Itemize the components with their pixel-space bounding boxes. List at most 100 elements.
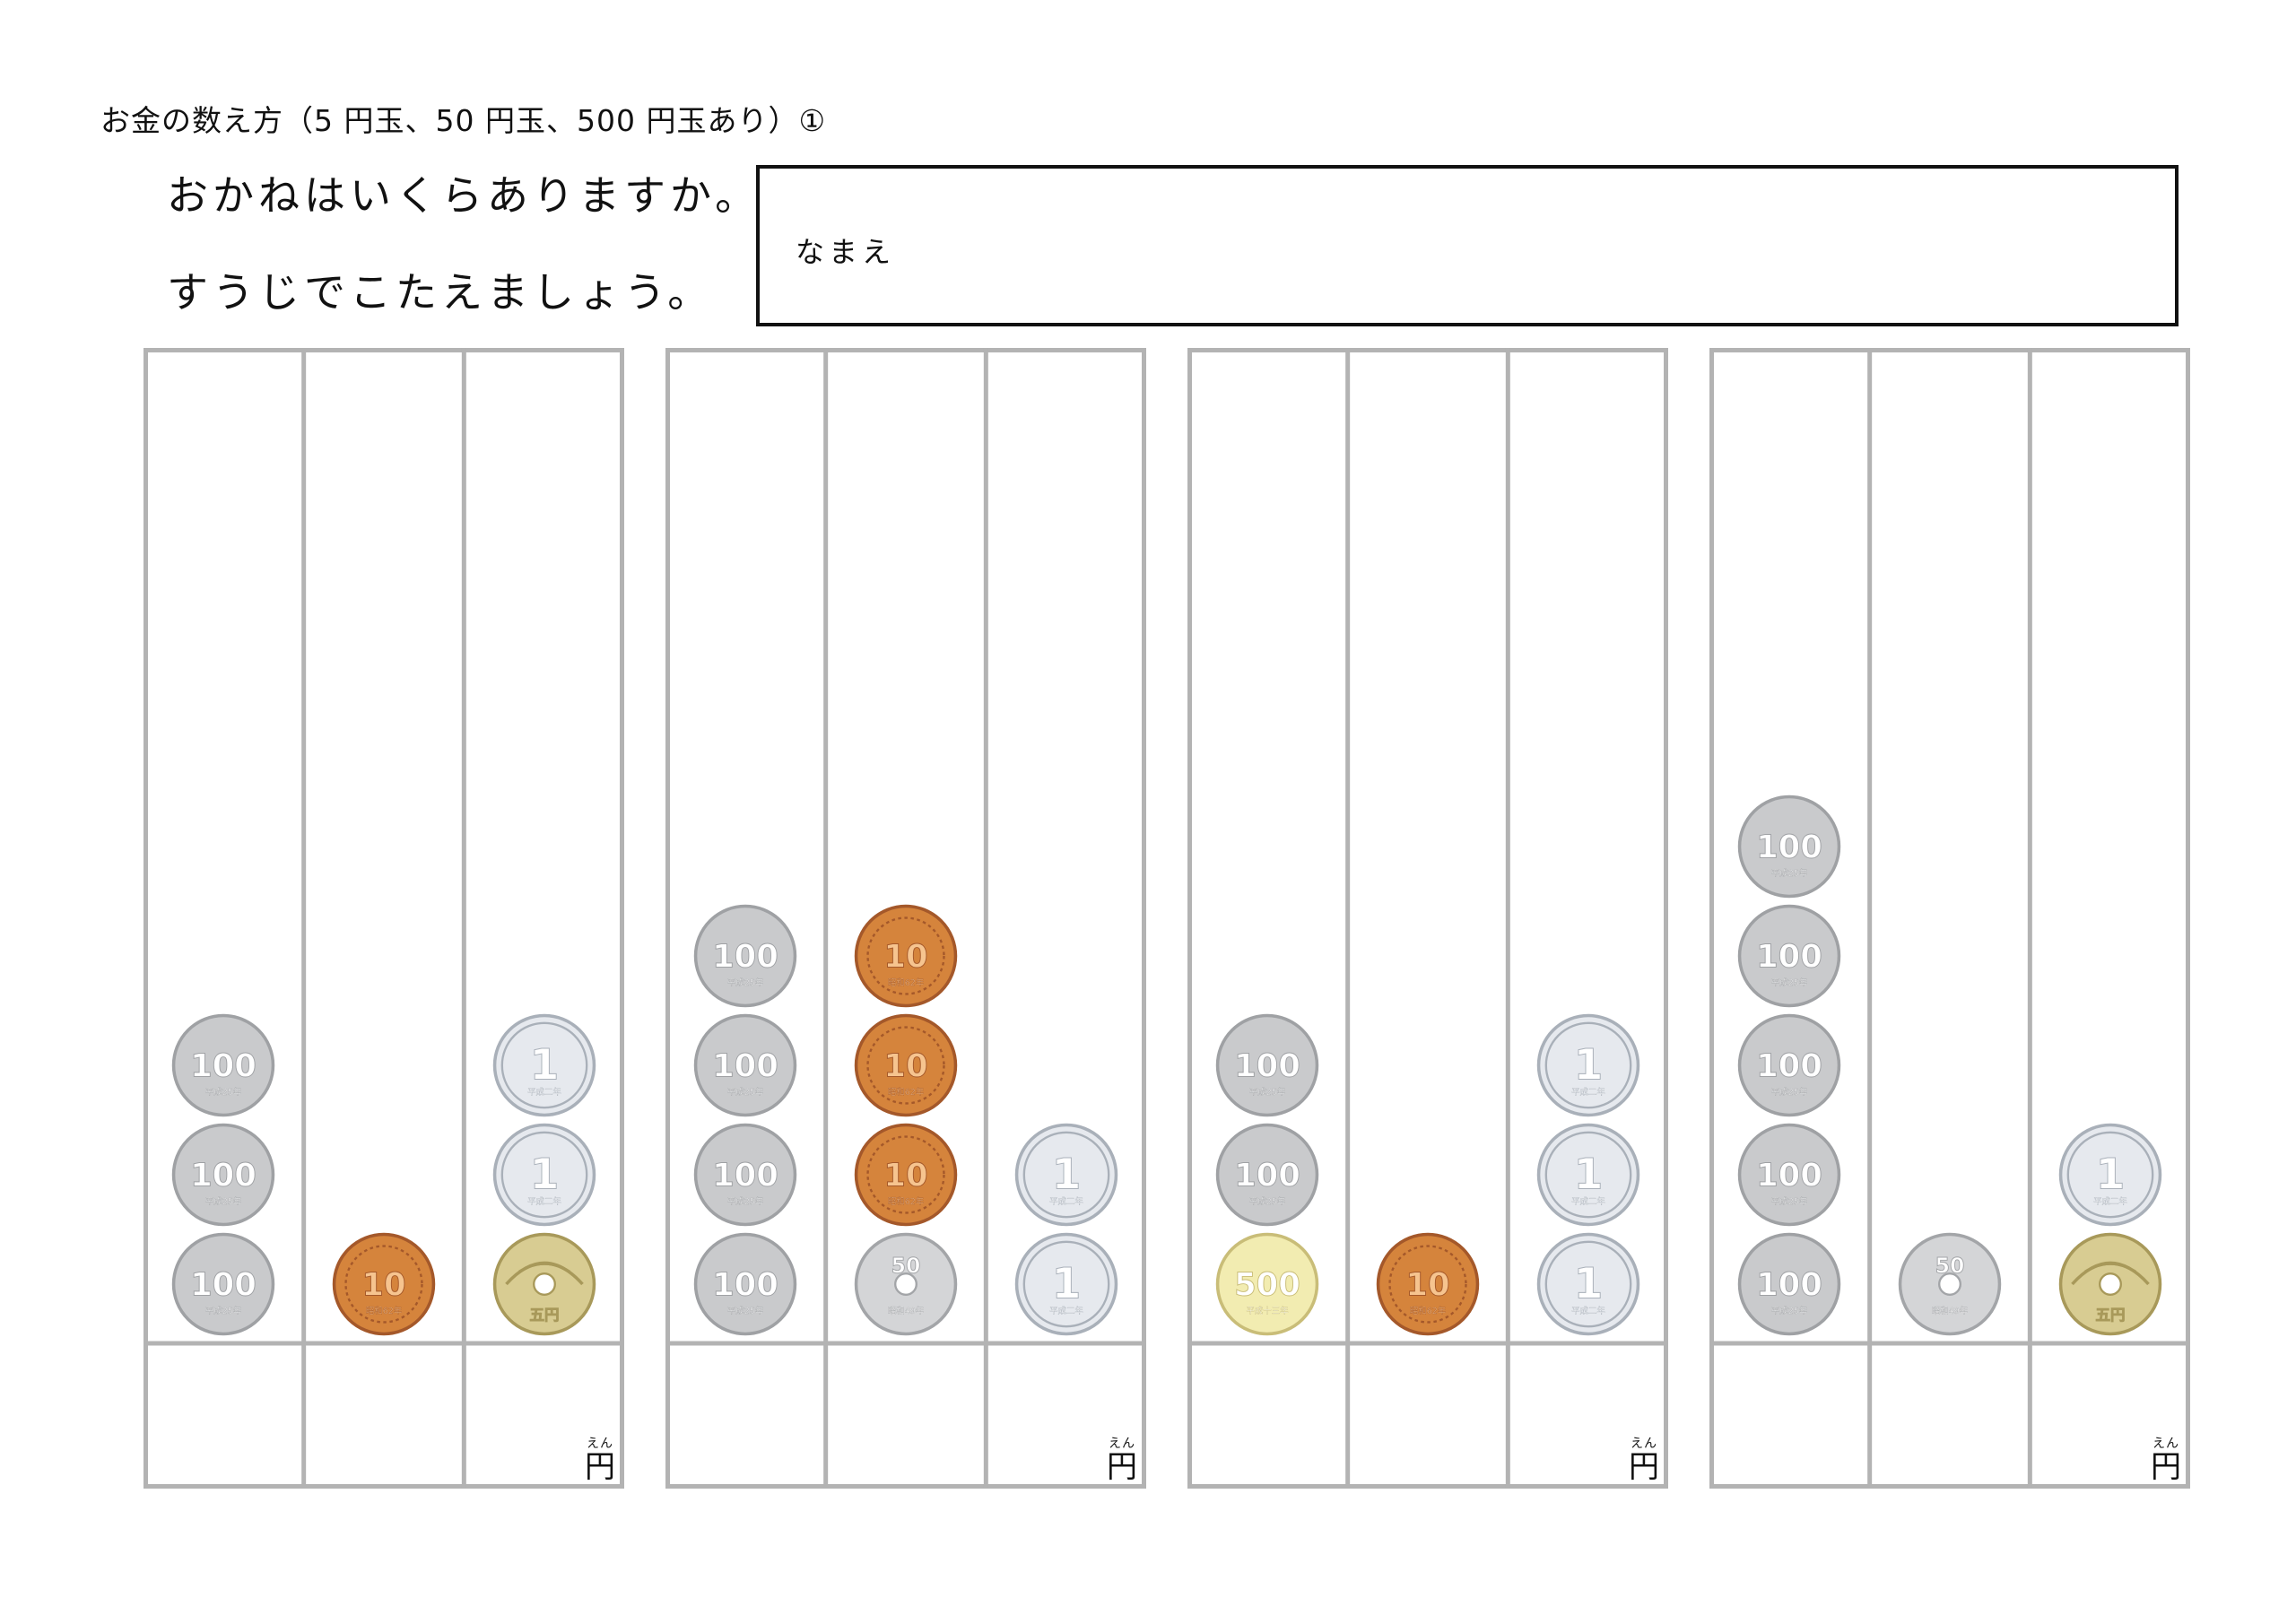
svg-text:100: 100 bbox=[1756, 938, 1822, 975]
svg-text:100: 100 bbox=[1234, 1047, 1300, 1084]
board-grid bbox=[665, 348, 1146, 1489]
svg-text:昭和49年: 昭和49年 bbox=[888, 1306, 924, 1316]
svg-text:100: 100 bbox=[1234, 1157, 1300, 1194]
counting-board-3: 500 平成十三年 100 平成25年 100 平成25年 10 昭和62年 1 平成二年 1 平成二… bbox=[1187, 348, 1668, 1489]
one-yen-coin-icon: 1 平成二年 bbox=[1535, 1231, 1641, 1337]
svg-text:1: 1 bbox=[1573, 1150, 1603, 1199]
hundred-yen-coin-icon: 100 平成25年 bbox=[1736, 1231, 1842, 1337]
board-frame bbox=[1187, 348, 1668, 1489]
svg-text:昭和62年: 昭和62年 bbox=[1410, 1306, 1446, 1316]
yen-char: 円 bbox=[2151, 1449, 2181, 1485]
svg-text:1: 1 bbox=[529, 1040, 559, 1090]
svg-text:10: 10 bbox=[883, 1157, 927, 1194]
svg-text:平成二年: 平成二年 bbox=[1571, 1087, 1605, 1098]
svg-text:1: 1 bbox=[1573, 1040, 1603, 1090]
worksheet-title: お金の数え方（5 円玉、50 円玉、500 円玉あり）① bbox=[100, 103, 827, 138]
one-yen-coin-icon: 1 平成二年 bbox=[491, 1122, 597, 1228]
board-grid bbox=[1187, 348, 1668, 1489]
svg-text:五円: 五円 bbox=[529, 1307, 559, 1324]
five-yen-coin-icon: 五円 bbox=[491, 1231, 597, 1337]
yen-char: 円 bbox=[1629, 1449, 1659, 1485]
svg-text:平成二年: 平成二年 bbox=[1571, 1196, 1605, 1207]
svg-text:昭和62年: 昭和62年 bbox=[888, 977, 924, 988]
svg-text:100: 100 bbox=[1756, 1157, 1822, 1194]
fifty-yen-coin-icon: 50 昭和49年 bbox=[853, 1231, 959, 1337]
svg-text:平成25年: 平成25年 bbox=[1249, 1196, 1285, 1207]
svg-text:100: 100 bbox=[190, 1047, 257, 1084]
svg-text:10: 10 bbox=[883, 1047, 927, 1084]
svg-text:平成25年: 平成25年 bbox=[1249, 1087, 1285, 1098]
svg-text:平成二年: 平成二年 bbox=[527, 1196, 561, 1207]
svg-text:五円: 五円 bbox=[2095, 1307, 2125, 1324]
five-hundred-yen-coin-icon: 500 平成十三年 bbox=[1214, 1231, 1320, 1337]
one-yen-coin-icon: 1 平成二年 bbox=[2057, 1122, 2163, 1228]
svg-text:100: 100 bbox=[190, 1157, 257, 1194]
ten-yen-coin-icon: 10 昭和62年 bbox=[853, 1012, 959, 1118]
svg-text:100: 100 bbox=[712, 938, 778, 975]
svg-text:平成25年: 平成25年 bbox=[205, 1306, 241, 1316]
board-frame bbox=[665, 348, 1146, 1489]
svg-text:1: 1 bbox=[1573, 1259, 1603, 1308]
svg-text:平成二年: 平成二年 bbox=[527, 1087, 561, 1098]
ten-yen-coin-icon: 10 昭和62年 bbox=[853, 903, 959, 1009]
svg-text:1: 1 bbox=[2095, 1150, 2125, 1199]
one-yen-coin-icon: 1 平成二年 bbox=[1535, 1122, 1641, 1228]
hundred-yen-coin-icon: 100 平成25年 bbox=[1214, 1122, 1320, 1228]
hundred-yen-coin-icon: 100 平成25年 bbox=[692, 1012, 798, 1118]
svg-text:平成25年: 平成25年 bbox=[205, 1196, 241, 1207]
svg-text:100: 100 bbox=[712, 1266, 778, 1303]
yen-unit-label: えん円 bbox=[2151, 1437, 2181, 1483]
svg-text:500: 500 bbox=[1234, 1266, 1300, 1303]
one-yen-coin-icon: 1 平成二年 bbox=[491, 1012, 597, 1118]
svg-text:10: 10 bbox=[883, 938, 927, 975]
yen-ruby: えん bbox=[587, 1437, 613, 1451]
hundred-yen-coin-icon: 100 平成25年 bbox=[170, 1122, 276, 1228]
counting-board-4: 100 平成25年 100 平成25年 100 平成25年 100 平成25年 100 平成25年… bbox=[1709, 348, 2190, 1489]
name-label: なまえ bbox=[796, 235, 896, 269]
one-yen-coin-icon: 1 平成二年 bbox=[1013, 1231, 1119, 1337]
yen-ruby: えん bbox=[2152, 1437, 2179, 1451]
name-field[interactable]: なまえ bbox=[756, 165, 2179, 326]
counting-board-2: 100 平成25年 100 平成25年 100 平成25年 100 平成25年 50 昭和49年 1… bbox=[665, 348, 1146, 1489]
svg-text:昭和62年: 昭和62年 bbox=[888, 1196, 924, 1207]
hundred-yen-coin-icon: 100 平成25年 bbox=[692, 1122, 798, 1228]
counting-board-1: 100 平成25年 100 平成25年 100 平成25年 10 昭和62年 五円 1 平成二年 1 平… bbox=[144, 348, 624, 1489]
yen-unit-label: えん円 bbox=[1629, 1437, 1659, 1483]
ten-yen-coin-icon: 10 昭和62年 bbox=[853, 1122, 959, 1228]
svg-text:平成二年: 平成二年 bbox=[1571, 1306, 1605, 1316]
yen-char: 円 bbox=[585, 1449, 615, 1485]
svg-text:平成二年: 平成二年 bbox=[1049, 1196, 1083, 1207]
hundred-yen-coin-icon: 100 平成25年 bbox=[1736, 794, 1842, 899]
yen-ruby: えん bbox=[1631, 1437, 1657, 1451]
hundred-yen-coin-icon: 100 平成25年 bbox=[692, 903, 798, 1009]
svg-text:1: 1 bbox=[529, 1150, 559, 1199]
ten-yen-coin-icon: 10 昭和62年 bbox=[1375, 1231, 1481, 1337]
svg-text:平成25年: 平成25年 bbox=[1771, 1196, 1807, 1207]
svg-text:100: 100 bbox=[712, 1157, 778, 1194]
one-yen-coin-icon: 1 平成二年 bbox=[1535, 1012, 1641, 1118]
svg-text:100: 100 bbox=[190, 1266, 257, 1303]
svg-text:平成十三年: 平成十三年 bbox=[1247, 1306, 1289, 1316]
svg-text:平成二年: 平成二年 bbox=[1049, 1306, 1083, 1316]
five-yen-coin-icon: 五円 bbox=[2057, 1231, 2163, 1337]
board-frame bbox=[144, 348, 624, 1489]
svg-text:平成25年: 平成25年 bbox=[727, 977, 763, 988]
yen-ruby: えん bbox=[1109, 1437, 1135, 1451]
hundred-yen-coin-icon: 100 平成25年 bbox=[692, 1231, 798, 1337]
svg-text:平成25年: 平成25年 bbox=[1771, 977, 1807, 988]
svg-text:平成25年: 平成25年 bbox=[727, 1196, 763, 1207]
svg-text:昭和62年: 昭和62年 bbox=[366, 1306, 402, 1316]
svg-text:100: 100 bbox=[1756, 829, 1822, 865]
board-grid bbox=[144, 348, 624, 1489]
svg-text:平成25年: 平成25年 bbox=[1771, 1087, 1807, 1098]
hundred-yen-coin-icon: 100 平成25年 bbox=[170, 1012, 276, 1118]
svg-text:平成25年: 平成25年 bbox=[1771, 868, 1807, 879]
svg-text:100: 100 bbox=[1756, 1266, 1822, 1303]
hundred-yen-coin-icon: 100 平成25年 bbox=[1736, 1012, 1842, 1118]
hundred-yen-coin-icon: 100 平成25年 bbox=[1736, 1122, 1842, 1228]
yen-char: 円 bbox=[1107, 1449, 1137, 1485]
svg-text:10: 10 bbox=[361, 1266, 405, 1303]
board-frame bbox=[1709, 348, 2190, 1489]
instruction-line-1: おかねはいくらありますか。 bbox=[167, 171, 761, 220]
svg-text:100: 100 bbox=[712, 1047, 778, 1084]
